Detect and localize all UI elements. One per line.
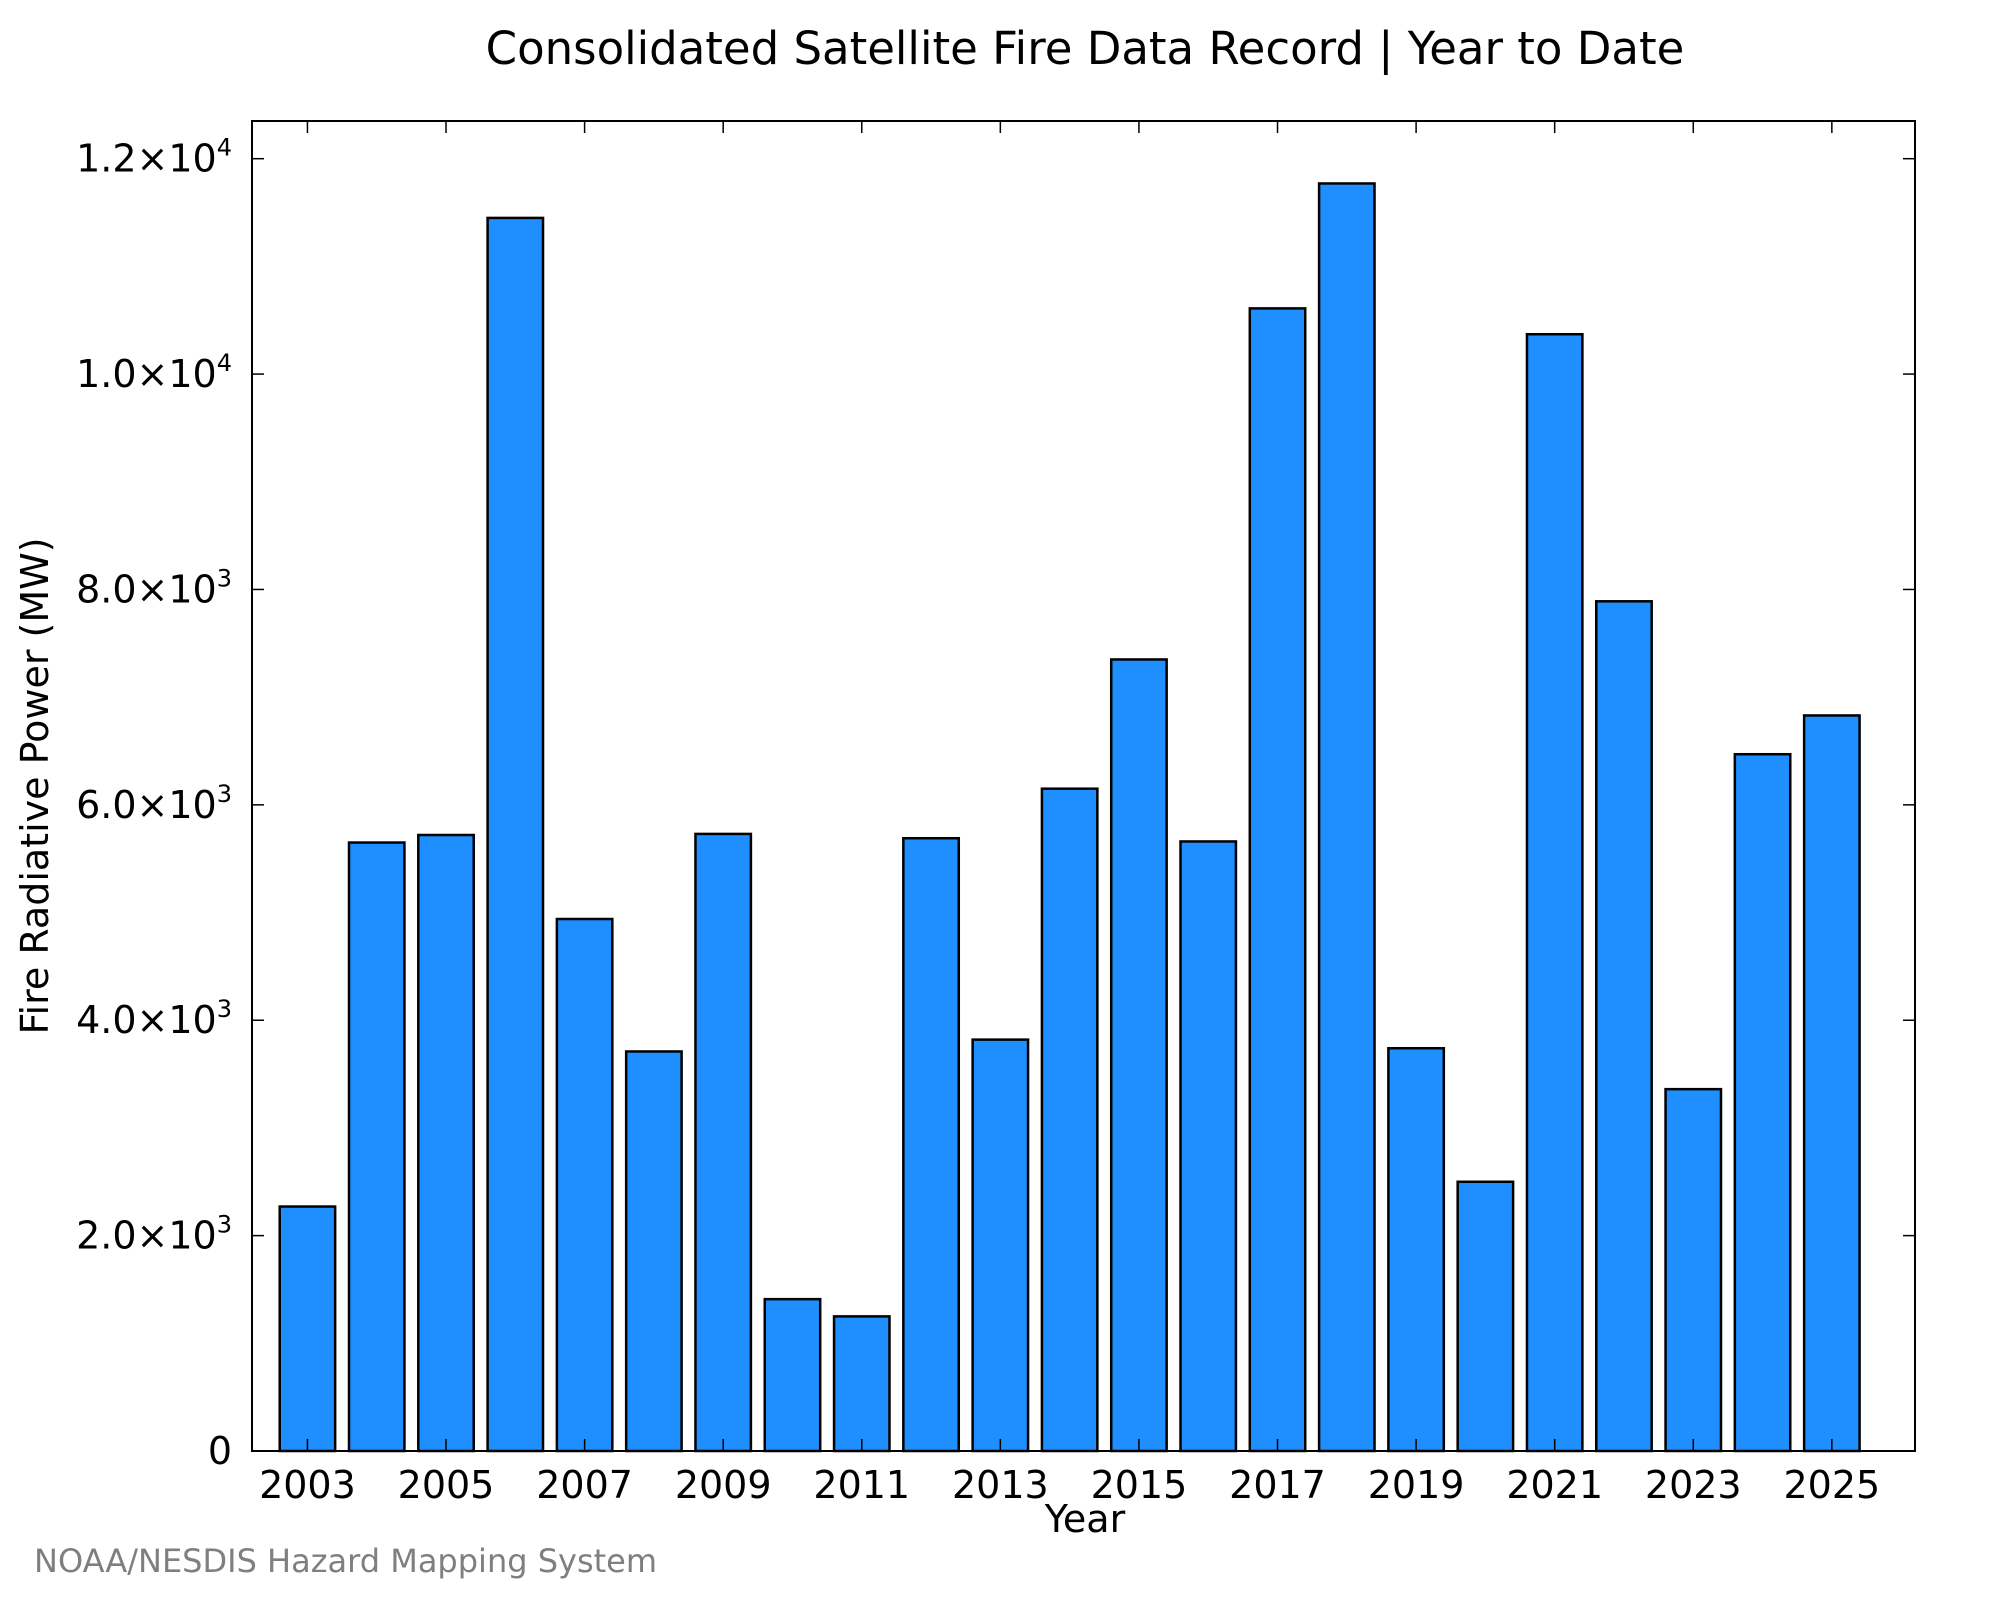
- x-tick-label: 2007: [536, 1463, 633, 1507]
- bar-2019: [1387, 1046, 1446, 1453]
- bar-2020: [1456, 1180, 1515, 1453]
- bar-2021: [1525, 332, 1584, 1453]
- x-axis-label: Year: [1044, 1497, 1126, 1541]
- x-tick-label: 2013: [952, 1463, 1049, 1507]
- plot-frame: [251, 120, 1916, 1452]
- x-tick-label: 2023: [1645, 1463, 1742, 1507]
- ticks-layer: 2003 2005 2007 2009 2011 2013 2015 2017 2019 2021…: [76, 121, 1915, 1507]
- bar-2010: [763, 1297, 822, 1453]
- bar-2009: [694, 832, 753, 1453]
- y-axis-label: Fire Radiative Power (MW): [13, 537, 57, 1034]
- chart-title: Consolidated Satellite Fire Data Record …: [486, 22, 1685, 75]
- x-tick-label: 2003: [259, 1463, 356, 1507]
- bar-2013: [971, 1038, 1030, 1453]
- bar-2005: [417, 833, 475, 1453]
- bar-2015: [1109, 658, 1168, 1453]
- y-tick-label: 0: [208, 1429, 232, 1473]
- bar-2018: [1317, 182, 1376, 1453]
- bar-2023: [1664, 1087, 1723, 1453]
- bar-2012: [902, 836, 961, 1453]
- bar-2003: [278, 1205, 337, 1453]
- bar-2014: [1040, 787, 1099, 1453]
- bar-2022: [1595, 600, 1653, 1453]
- x-tick-label: 2017: [1229, 1463, 1326, 1507]
- y-tick-label: 8.0×103: [76, 564, 232, 611]
- bar-2006: [486, 216, 545, 1453]
- x-tick-label: 2025: [1783, 1463, 1880, 1507]
- x-tick-label: 2021: [1506, 1463, 1603, 1507]
- bar-2008: [624, 1050, 683, 1453]
- x-tick-label: 2011: [813, 1463, 910, 1507]
- bar-2007: [555, 917, 614, 1453]
- y-tick-label: 1.0×104: [76, 349, 232, 396]
- bar-2011: [832, 1315, 891, 1453]
- bar-2016: [1179, 840, 1238, 1453]
- x-tick-label: 2015: [1091, 1463, 1188, 1507]
- source-credit: NOAA/NESDIS Hazard Mapping System: [34, 1542, 657, 1580]
- bar-2025: [1802, 714, 1861, 1453]
- bar-2004: [347, 841, 406, 1453]
- bar-2017: [1248, 307, 1307, 1453]
- x-tick-label: 2009: [675, 1463, 772, 1507]
- y-tick-label: 6.0×103: [76, 780, 232, 827]
- bar-2024: [1733, 752, 1792, 1453]
- x-tick-label: 2005: [398, 1463, 495, 1507]
- bars-layer: [278, 182, 1861, 1453]
- y-tick-label: 4.0×103: [76, 995, 232, 1042]
- x-tick-label: 2019: [1368, 1463, 1465, 1507]
- y-tick-label: 2.0×103: [76, 1211, 232, 1258]
- y-tick-label: 1.2×104: [76, 134, 232, 181]
